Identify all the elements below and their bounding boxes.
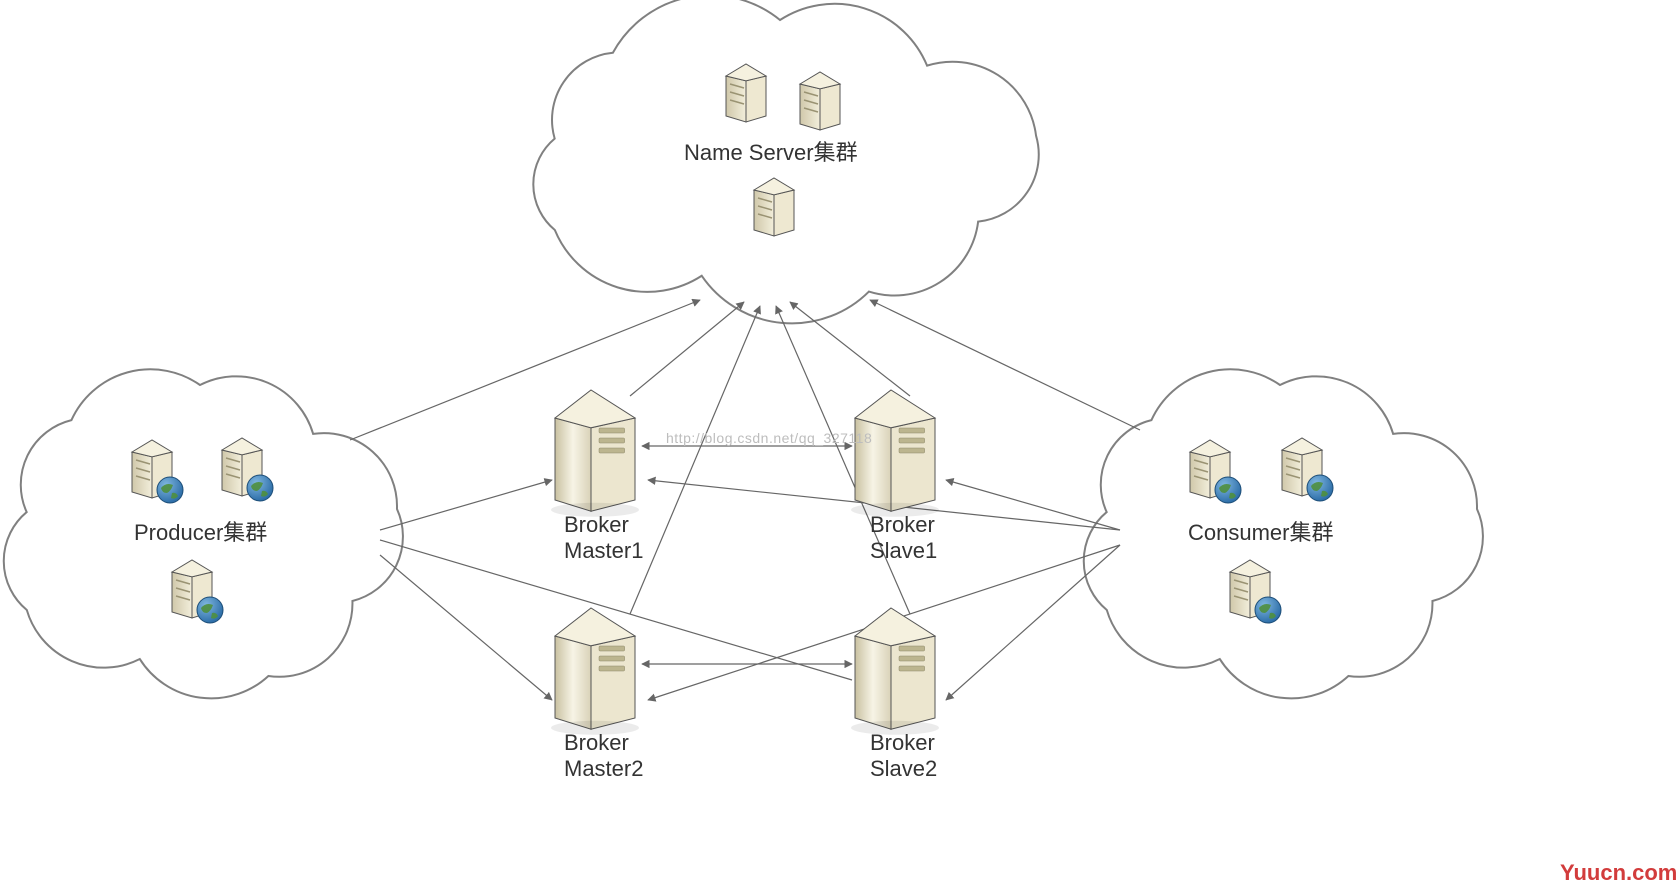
nameserver-server-icon [726, 64, 766, 122]
edge [630, 302, 744, 396]
broker-bm2 [551, 608, 639, 735]
edge [630, 306, 760, 614]
broker-bs2 [851, 608, 939, 735]
broker-slave1-label: Broker Slave1 [870, 512, 937, 565]
nameserver-server-icon [754, 178, 794, 236]
producer-cloud-label: Producer集群 [134, 520, 267, 546]
consumer-cloud-label: Consumer集群 [1188, 520, 1333, 546]
edge [790, 302, 910, 396]
broker-master2-label: Broker Master2 [564, 730, 643, 783]
nameserver-cloud-label: Name Server集群 [684, 140, 858, 166]
broker-bm1 [551, 390, 639, 517]
edge [946, 480, 1120, 530]
broker-slave2-label: Broker Slave2 [870, 730, 937, 783]
edge [350, 300, 700, 440]
broker-bs1 [851, 390, 939, 517]
diagram-canvas [0, 0, 1680, 892]
watermark-text: http://blog.csdn.net/qq_327118 [666, 430, 872, 446]
edge [946, 545, 1120, 700]
broker-master1-label: Broker Master1 [564, 512, 643, 565]
nameserver-server-icon [800, 72, 840, 130]
edge [380, 555, 552, 700]
brand-text: Yuucn.com [1560, 860, 1677, 886]
edge [380, 480, 552, 530]
